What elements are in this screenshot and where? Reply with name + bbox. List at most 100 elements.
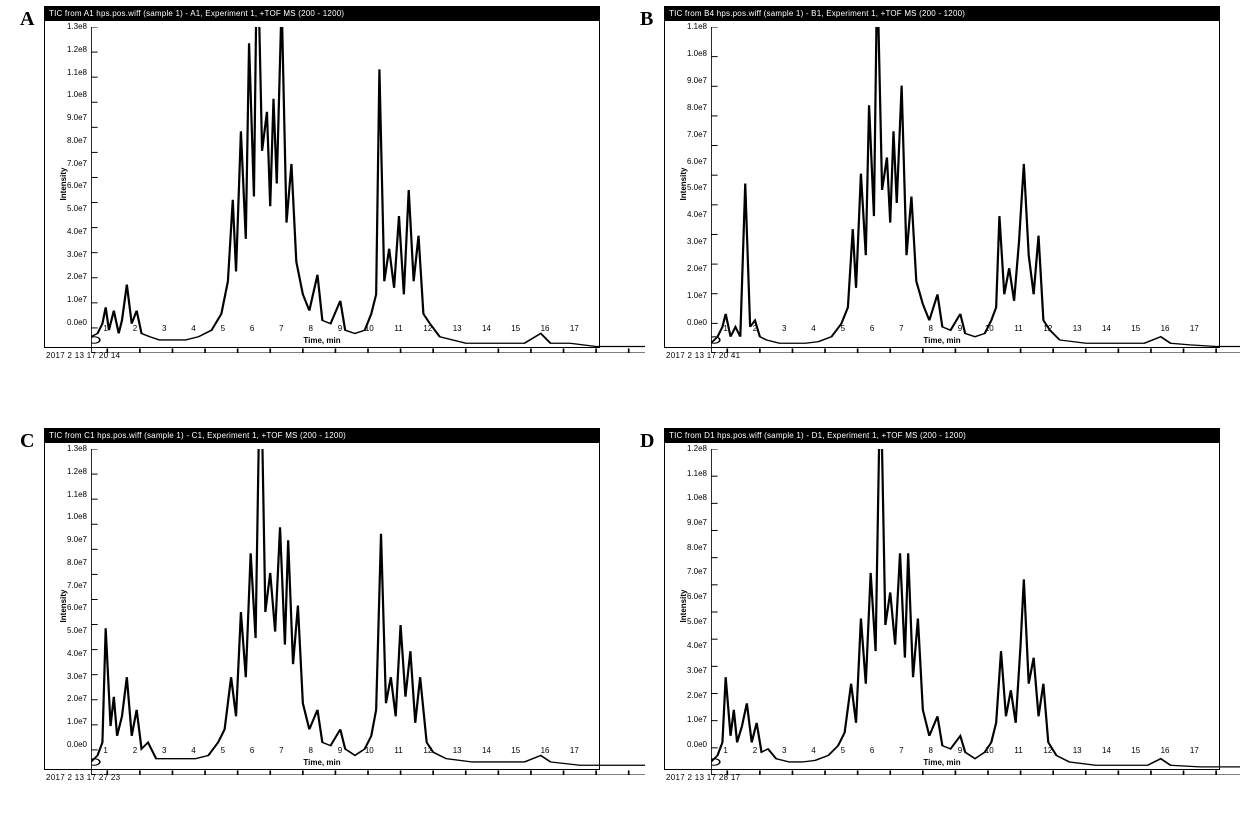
xtick-label: 10 (985, 325, 994, 333)
ytick-label: 2.0e7 (679, 692, 707, 700)
ytick-label: 1.0e7 (59, 296, 87, 304)
xtick-label: 4 (811, 747, 815, 755)
xtick-label: 6 (250, 325, 254, 333)
xtick-label: 9 (338, 747, 342, 755)
panel-d-title: TIC from D1 hps.pos.wiff (sample 1) - D1… (665, 429, 1219, 443)
xtick-label: 17 (1190, 747, 1199, 755)
panel-c-plotbox: TIC from C1 hps.pos.wiff (sample 1) - C1… (44, 428, 600, 770)
xtick-label: 13 (1073, 325, 1082, 333)
ytick-label: 3.0e7 (679, 238, 707, 246)
ytick-label: 4.0e7 (59, 650, 87, 658)
xtick-label: 14 (1102, 747, 1111, 755)
xtick-label: 4 (811, 325, 815, 333)
xtick-label: 11 (394, 325, 402, 333)
xtick-label: 11 (394, 747, 402, 755)
xtick-label: 7 (899, 747, 903, 755)
xtick-label: 16 (541, 325, 550, 333)
xtick-label: 15 (511, 325, 520, 333)
xtick-label: 5 (221, 325, 225, 333)
xtick-label: 16 (1161, 747, 1170, 755)
panel-c-letter: C (20, 428, 44, 453)
xtick-label: 1 (723, 747, 727, 755)
xtick-label: 9 (338, 325, 342, 333)
xtick-label: 12 (423, 325, 432, 333)
panel-d-plotbox: TIC from D1 hps.pos.wiff (sample 1) - D1… (664, 428, 1220, 770)
ytick-label: 6.0e7 (679, 593, 707, 601)
panel-a: A TIC from A1 hps.pos.wiff (sample 1) - … (20, 6, 600, 400)
xtick-label: 3 (782, 747, 786, 755)
figure-grid: A TIC from A1 hps.pos.wiff (sample 1) - … (0, 0, 1240, 822)
xtick-label: 16 (541, 747, 550, 755)
ytick-label: 1.3e8 (59, 23, 87, 31)
ytick-label: 1.3e8 (59, 445, 87, 453)
xtick-label: 2 (753, 747, 757, 755)
panel-d-yticks: 0.0e01.0e72.0e73.0e74.0e75.0e76.0e77.0e7… (679, 449, 709, 745)
xtick-label: 12 (1043, 747, 1052, 755)
ytick-label: 6.0e7 (59, 182, 87, 190)
panel-c-plotwrap: TIC from C1 hps.pos.wiff (sample 1) - C1… (44, 428, 600, 782)
panel-b-yticks: 0.0e01.0e72.0e73.0e74.0e75.0e76.0e77.0e7… (679, 27, 709, 323)
xtick-label: 4 (191, 325, 195, 333)
xtick-label: 1 (103, 747, 107, 755)
ytick-label: 6.0e7 (59, 604, 87, 612)
xtick-label: 12 (1043, 325, 1052, 333)
xtick-label: 3 (162, 325, 166, 333)
ytick-label: 4.0e7 (679, 642, 707, 650)
panel-c-title: TIC from C1 hps.pos.wiff (sample 1) - C1… (45, 429, 599, 443)
xtick-label: 5 (841, 325, 845, 333)
panel-a-svg (91, 27, 645, 353)
xtick-label: 7 (279, 747, 283, 755)
xtick-label: 17 (1190, 325, 1199, 333)
panel-b-xticks: 1234567891011121314151617 (711, 325, 1209, 335)
ytick-label: 0.0e0 (59, 319, 87, 327)
ytick-label: 8.0e7 (59, 137, 87, 145)
panel-a-title: TIC from A1 hps.pos.wiff (sample 1) - A1… (45, 7, 599, 21)
ytick-label: 1.0e8 (59, 513, 87, 521)
xtick-label: 13 (1073, 747, 1082, 755)
ytick-label: 9.0e7 (679, 77, 707, 85)
ytick-label: 1.0e7 (679, 716, 707, 724)
xtick-label: 5 (221, 747, 225, 755)
panel-a-yticks: 0.0e01.0e72.0e73.0e74.0e75.0e76.0e77.0e7… (59, 27, 89, 323)
panel-d-xticks: 1234567891011121314151617 (711, 747, 1209, 757)
ytick-label: 3.0e7 (59, 251, 87, 259)
ytick-label: 1.1e8 (59, 69, 87, 77)
xtick-label: 8 (308, 325, 312, 333)
xtick-label: 14 (1102, 325, 1111, 333)
xtick-label: 6 (870, 747, 874, 755)
panel-d-plotwrap: TIC from D1 hps.pos.wiff (sample 1) - D1… (664, 428, 1220, 782)
ytick-label: 3.0e7 (59, 673, 87, 681)
xtick-label: 10 (365, 747, 374, 755)
xtick-label: 15 (511, 747, 520, 755)
xtick-label: 1 (723, 325, 727, 333)
ytick-label: 1.0e7 (679, 292, 707, 300)
xtick-label: 9 (958, 325, 962, 333)
ytick-label: 6.0e7 (679, 158, 707, 166)
panel-a-plotwrap: TIC from A1 hps.pos.wiff (sample 1) - A1… (44, 6, 600, 360)
ytick-label: 4.0e7 (679, 211, 707, 219)
xtick-label: 14 (482, 747, 491, 755)
xtick-label: 8 (308, 747, 312, 755)
ytick-label: 0.0e0 (679, 741, 707, 749)
ytick-label: 5.0e7 (679, 184, 707, 192)
panel-b-title: TIC from B4 hps.pos.wiff (sample 1) - B1… (665, 7, 1219, 21)
ytick-label: 2.0e7 (679, 265, 707, 273)
panel-a-plotbox: TIC from A1 hps.pos.wiff (sample 1) - A1… (44, 6, 600, 348)
panel-d-inner: Intensity 0.0e01.0e72.0e73.0e74.0e75.0e7… (665, 443, 1219, 769)
xtick-label: 4 (191, 747, 195, 755)
xtick-label: 1 (103, 325, 107, 333)
panel-c-svg (91, 449, 645, 775)
xtick-label: 14 (482, 325, 491, 333)
xtick-label: 12 (423, 747, 432, 755)
panel-a-xticks: 1234567891011121314151617 (91, 325, 589, 335)
panel-a-inner: Intensity 0.0e01.0e72.0e73.0e74.0e75.0e7… (45, 21, 599, 347)
xtick-label: 6 (870, 325, 874, 333)
ytick-label: 8.0e7 (59, 559, 87, 567)
xtick-label: 3 (162, 747, 166, 755)
ytick-label: 1.2e8 (59, 46, 87, 54)
xtick-label: 9 (958, 747, 962, 755)
xtick-label: 13 (453, 325, 462, 333)
xtick-label: 10 (365, 325, 374, 333)
ytick-label: 1.0e8 (679, 494, 707, 502)
ytick-label: 4.0e7 (59, 228, 87, 236)
